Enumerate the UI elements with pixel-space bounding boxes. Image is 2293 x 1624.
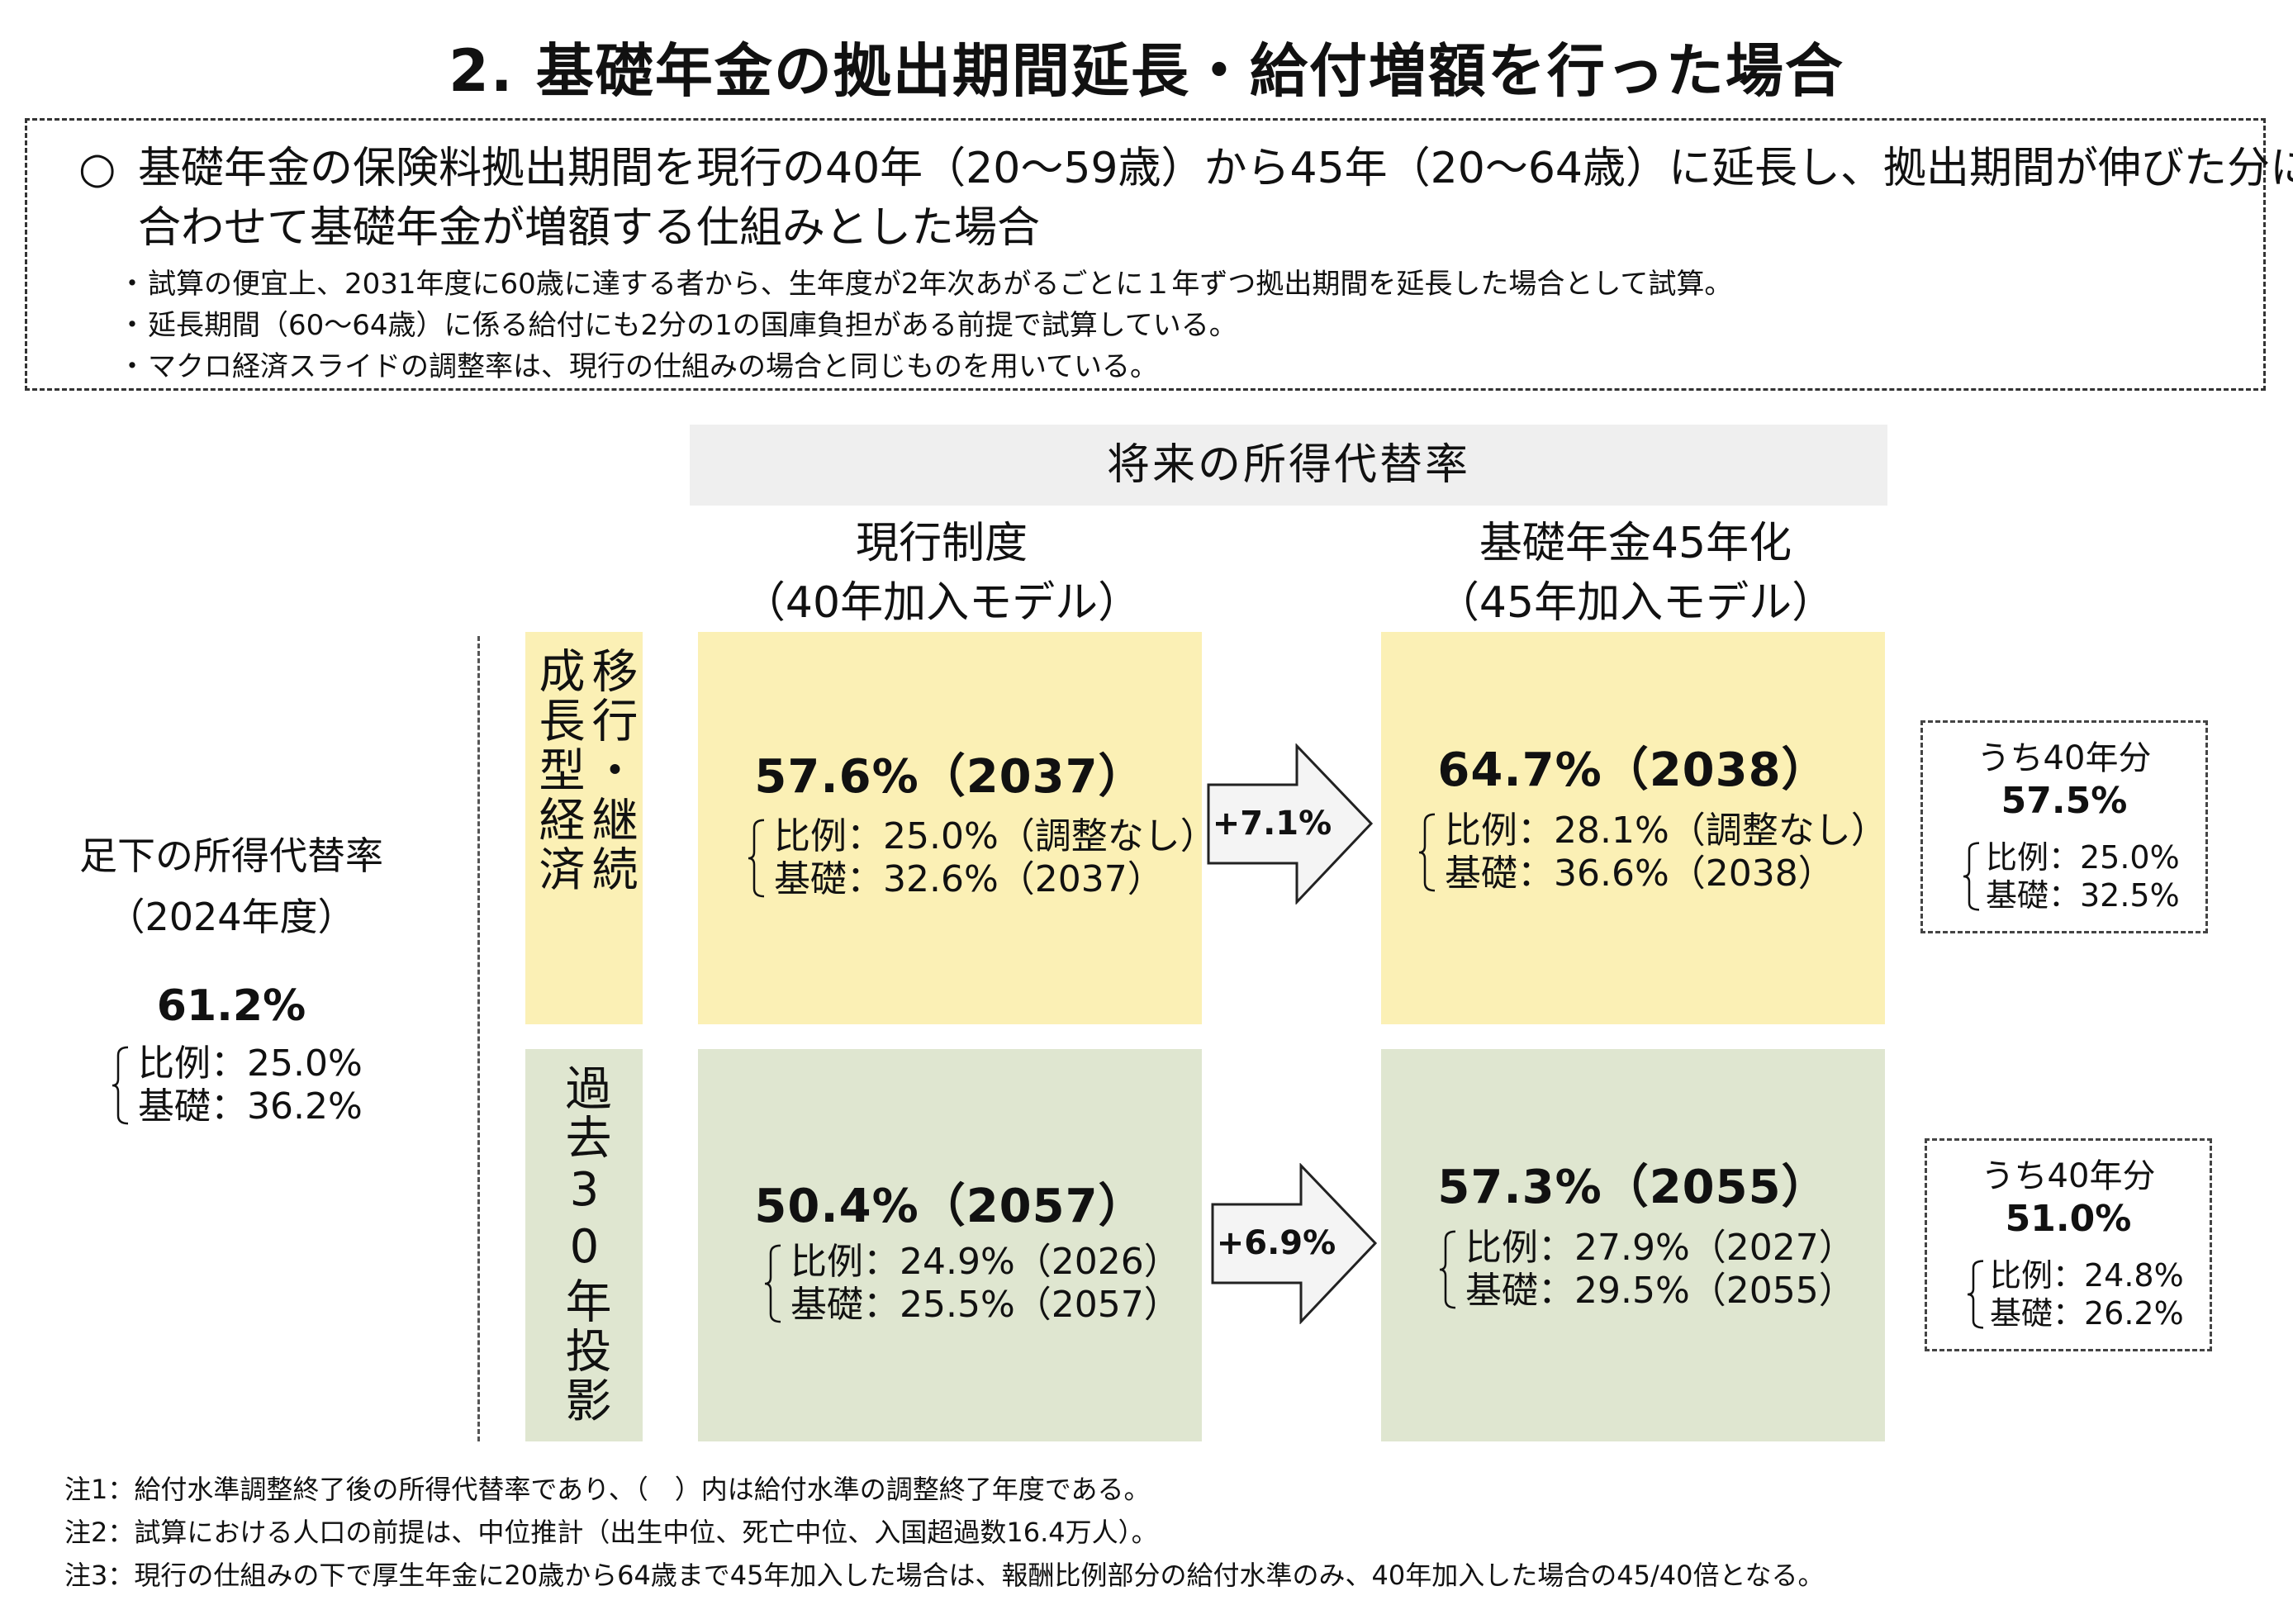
past30-40year-box: うち40年分 51.0% 比例：24.8% 基礎：26.2% <box>1925 1138 2212 1351</box>
growth-proposed-box: 64.7%（2038） 比例：28.1%（調整なし） 基礎：36.6%（2038… <box>1381 632 1887 1024</box>
page-title: 2. 基礎年金の拠出期間延長・給付増額を行った場合 <box>449 37 1844 105</box>
footnote-1: 注1：給付水準調整終了後の所得代替率であり、（ ）内は給付水準の調整終了年度であ… <box>64 1474 1151 1505</box>
growth-40year-breakdown: 比例：25.0% 基礎：32.5% <box>1963 838 2180 914</box>
brace-icon <box>1963 842 1977 911</box>
growth-delta-arrow: +7.1% <box>1206 743 1375 905</box>
vertical-divider <box>477 636 480 1441</box>
baseline-basic: 基礎：36.2% <box>138 1085 363 1128</box>
baseline-proportional: 比例：25.0% <box>138 1042 363 1085</box>
scenario-label-growth-col2: 移行・継続 <box>584 646 638 895</box>
brace-icon <box>748 819 766 898</box>
summary-subitem-text: マクロ経済スライドの調整率は、現行の仕組みの場合と同じものを用いている。 <box>148 350 1158 383</box>
past30-current-basic: 基礎：25.5%（2057） <box>790 1284 1180 1326</box>
baseline-label-title: 足下の所得代替率 <box>79 833 383 878</box>
growth-proposed-breakdown: 比例：28.1%（調整なし） 基礎：36.6%（2038） <box>1418 810 1887 895</box>
dot-bullet-icon: ・ <box>118 350 146 383</box>
baseline-breakdown: 比例：25.0% 基礎：36.2% <box>112 1042 363 1128</box>
right-arrow-icon <box>1207 743 1374 905</box>
scenario-label-past30-text: 過去30年投影 <box>558 1063 611 1426</box>
brace-icon <box>1439 1230 1457 1309</box>
dot-bullet-icon: ・ <box>118 268 146 301</box>
growth-40year-title: うち40年分 <box>1977 739 2152 777</box>
growth-proposed-proportional: 比例：28.1%（調整なし） <box>1445 810 1887 852</box>
past30-proposed-box: 57.3%（2055） 比例：27.9%（2027） 基礎：29.5%（2055… <box>1381 1049 1885 1441</box>
past30-40year-value: 51.0% <box>2005 1198 2132 1240</box>
growth-40year-proportional: 比例：25.0% <box>1986 839 2180 876</box>
past30-delta: +6.9% <box>1216 1224 1336 1262</box>
growth-40year-basic: 基礎：32.5% <box>1986 877 2180 914</box>
scenario-label-past30: 過去30年投影 <box>525 1049 643 1441</box>
scenario-label-growth: 成長型経済 移行・継続 <box>525 632 643 1024</box>
growth-proposed-title: 64.7%（2038） <box>1437 743 1829 797</box>
past30-current-box: 50.4%（2057） 比例：24.9%（2026） 基礎：25.5%（2057… <box>698 1049 1202 1441</box>
circle-bullet-icon: ○ <box>78 144 116 193</box>
summary-subitem-text: 延長期間（60～64歳）に係る給付にも2分の1の国庫負担がある前提で試算している… <box>148 309 1237 342</box>
footnote-3: 注3：現行の仕組みの下で厚生年金に20歳から64歳まで45年加入した場合は、報酬… <box>64 1560 1825 1591</box>
brace-icon <box>764 1244 782 1323</box>
past30-current-breakdown: 比例：24.9%（2026） 基礎：25.5%（2057） <box>764 1241 1180 1327</box>
past30-proposed-proportional: 比例：27.9%（2027） <box>1465 1227 1855 1269</box>
growth-current-proportional: 比例：25.0%（調整なし） <box>774 815 1217 857</box>
past30-current-title: 50.4%（2057） <box>754 1180 1146 1233</box>
growth-proposed-basic: 基礎：36.6%（2038） <box>1445 852 1835 895</box>
scenario-label-growth-col1: 成長型経済 <box>531 646 585 895</box>
growth-current-basic: 基礎：32.6%（2037） <box>774 858 1164 900</box>
summary-box: ○ 基礎年金の保険料拠出期間を現行の40年（20～59歳）から45年（20～64歳… <box>25 118 2293 391</box>
dot-bullet-icon: ・ <box>118 309 146 342</box>
summary-subitem: ・延長期間（60～64歳）に係る給付にも2分の1の国庫負担がある前提で試算してい… <box>118 302 1237 343</box>
past30-current-proportional: 比例：24.9%（2026） <box>790 1241 1180 1283</box>
right-arrow-icon <box>1211 1163 1378 1324</box>
footnotes: 注1：給付水準調整終了後の所得代替率であり、（ ）内は給付水準の調整終了年度であ… <box>64 1470 1825 1594</box>
past30-delta-arrow: +6.9% <box>1210 1163 1379 1324</box>
past30-40year-proportional: 比例：24.8% <box>1990 1257 2184 1294</box>
summary-subitem: ・試算の便宜上、2031年度に60歳に達する者から、生年度が2年次あがるごとに１… <box>118 261 1732 302</box>
column-header-proposed: 基礎年金45年化 （45年加入モデル） <box>1346 514 1925 633</box>
baseline-label: 足下の所得代替率 （2024年度） <box>33 826 430 942</box>
past30-proposed-basic: 基礎：29.5%（2055） <box>1465 1270 1855 1312</box>
growth-current-box: 57.6%（2037） 比例：25.0%（調整なし） 基礎：32.6%（2037… <box>698 632 1217 1024</box>
past30-proposed-breakdown: 比例：27.9%（2027） 基礎：29.5%（2055） <box>1439 1227 1855 1313</box>
column-header-current-subtitle: （40年加入モデル） <box>742 578 1142 628</box>
growth-current-title: 57.6%（2037） <box>754 750 1146 804</box>
past30-40year-basic: 基礎：26.2% <box>1990 1295 2184 1332</box>
summary-subitem: ・マクロ経済スライドの調整率は、現行の仕組みの場合と同じものを用いている。 <box>118 344 1158 384</box>
brace-icon <box>1418 813 1436 892</box>
baseline-value: 61.2% <box>156 981 306 1031</box>
column-header-proposed-subtitle: （45年加入モデル） <box>1436 578 1835 628</box>
column-header-proposed-title: 基礎年金45年化 <box>1479 519 1792 568</box>
past30-proposed-title: 57.3%（2055） <box>1437 1161 1829 1214</box>
growth-delta: +7.1% <box>1212 805 1332 843</box>
baseline-label-year: （2024年度） <box>107 895 356 939</box>
summary-main-label: 基礎年金の保険料拠出期間を現行の40年（20～59歳）から45年（20～64歳）… <box>138 144 2293 253</box>
column-header-current-title: 現行制度 <box>855 519 1028 568</box>
column-header-current: 現行制度 （40年加入モデル） <box>653 514 1231 633</box>
footnote-2: 注2：試算における人口の前提は、中位推計（出生中位、死亡中位、入国超過数16.4… <box>64 1517 1158 1548</box>
past30-40year-title: うち40年分 <box>1981 1157 2156 1195</box>
past30-40year-breakdown: 比例：24.8% 基礎：26.2% <box>1967 1256 2184 1332</box>
growth-current-breakdown: 比例：25.0%（調整なし） 基礎：32.6%（2037） <box>748 815 1217 901</box>
growth-40year-box: うち40年分 57.5% 比例：25.0% 基礎：32.5% <box>1920 720 2208 933</box>
summary-subitem-text: 試算の便宜上、2031年度に60歳に達する者から、生年度が2年次あがるごとに１年… <box>148 268 1733 301</box>
summary-main-text: ○ 基礎年金の保険料拠出期間を現行の40年（20～59歳）から45年（20～64歳… <box>78 139 2293 258</box>
growth-40year-value: 57.5% <box>2001 780 2128 822</box>
future-replacement-rate-header: 将来の所得代替率 <box>690 425 1887 506</box>
brace-icon <box>112 1046 130 1125</box>
brace-icon <box>1967 1260 1982 1329</box>
